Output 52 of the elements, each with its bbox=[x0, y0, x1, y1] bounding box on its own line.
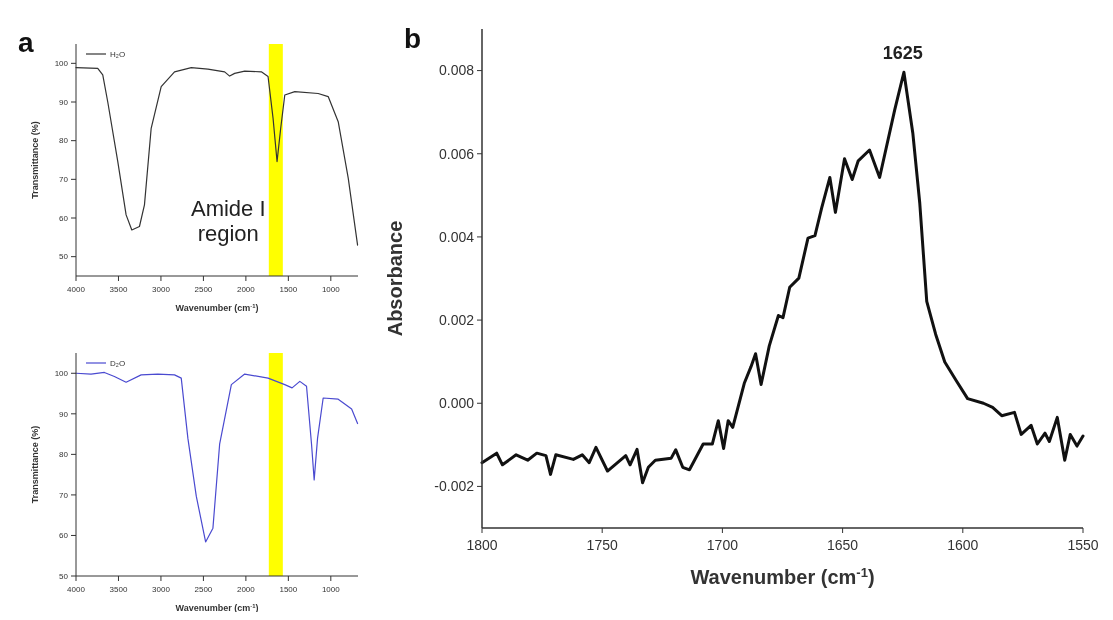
x-tick-label: 3500 bbox=[109, 285, 128, 294]
y-tick-label: 100 bbox=[54, 59, 69, 69]
x-tick-label: 1600 bbox=[947, 537, 979, 553]
annotation: Amide I region bbox=[190, 196, 266, 247]
y-tick-label: 0.000 bbox=[438, 395, 475, 412]
y-tick-label: 80 bbox=[59, 136, 69, 146]
chart-title: b bbox=[404, 23, 422, 54]
y-tick-label: 60 bbox=[59, 531, 69, 541]
x-tick-label: 1650 bbox=[827, 537, 859, 553]
y-tick-label: 90 bbox=[59, 97, 69, 107]
x-tick-label: 4000 bbox=[67, 585, 86, 594]
x-tick-label: 2500 bbox=[194, 285, 213, 294]
y-tick-label: 70 bbox=[59, 175, 69, 185]
annotation: 1625 bbox=[882, 42, 923, 63]
x-tick-label: 1000 bbox=[321, 285, 341, 294]
x-axis-title: Wavenumber (cm$^{-1}$) bbox=[690, 564, 875, 588]
y-axis-title: Transmittance (%) bbox=[30, 425, 40, 504]
y-tick-label: -0.002 bbox=[434, 478, 475, 495]
x-tick-label: 1500 bbox=[279, 585, 298, 594]
y-tick-label: 70 bbox=[59, 490, 69, 500]
x-tick-label: 3000 bbox=[152, 285, 171, 294]
x-tick-label: 2000 bbox=[236, 585, 256, 594]
x-tick-label: 2000 bbox=[236, 285, 256, 294]
x-tick-label: 1800 bbox=[466, 537, 498, 553]
x-tick-label: 1750 bbox=[586, 537, 618, 553]
y-tick-label: 90 bbox=[59, 409, 69, 419]
legend-label: H₂O bbox=[110, 49, 126, 59]
y-tick-label: 50 bbox=[59, 571, 69, 581]
chart-title: a bbox=[18, 27, 34, 58]
x-tick-label: 2500 bbox=[194, 585, 213, 594]
x-tick-label: 1000 bbox=[321, 585, 341, 594]
y-axis-title: Absorbance bbox=[384, 220, 406, 337]
y-tick-label: 0.008 bbox=[438, 62, 475, 79]
legend-label: D₂O bbox=[110, 358, 126, 368]
y-tick-label: 0.002 bbox=[438, 311, 475, 328]
y-tick-label: 50 bbox=[59, 252, 69, 262]
x-axis-title: Wavenumber (cm$^{-1}$) bbox=[175, 302, 259, 313]
x-tick-label: 4000 bbox=[67, 285, 86, 294]
line-series bbox=[480, 70, 1085, 485]
line-series bbox=[75, 371, 359, 543]
y-axis-title: Transmittance (%) bbox=[30, 121, 40, 199]
x-tick-label: 1500 bbox=[279, 285, 298, 294]
x-tick-label: 3500 bbox=[109, 585, 128, 594]
x-axis-title: Wavenumber (cm$^{-1}$) bbox=[175, 602, 259, 613]
y-tick-label: 100 bbox=[54, 369, 69, 379]
y-tick-label: 60 bbox=[59, 213, 69, 223]
x-tick-label: 1550 bbox=[1067, 537, 1099, 553]
x-tick-label: 3000 bbox=[152, 585, 171, 594]
y-tick-label: 80 bbox=[59, 450, 69, 460]
y-tick-label: 0.004 bbox=[438, 228, 475, 245]
y-tick-label: 0.006 bbox=[438, 145, 475, 162]
x-tick-label: 1700 bbox=[706, 537, 739, 553]
